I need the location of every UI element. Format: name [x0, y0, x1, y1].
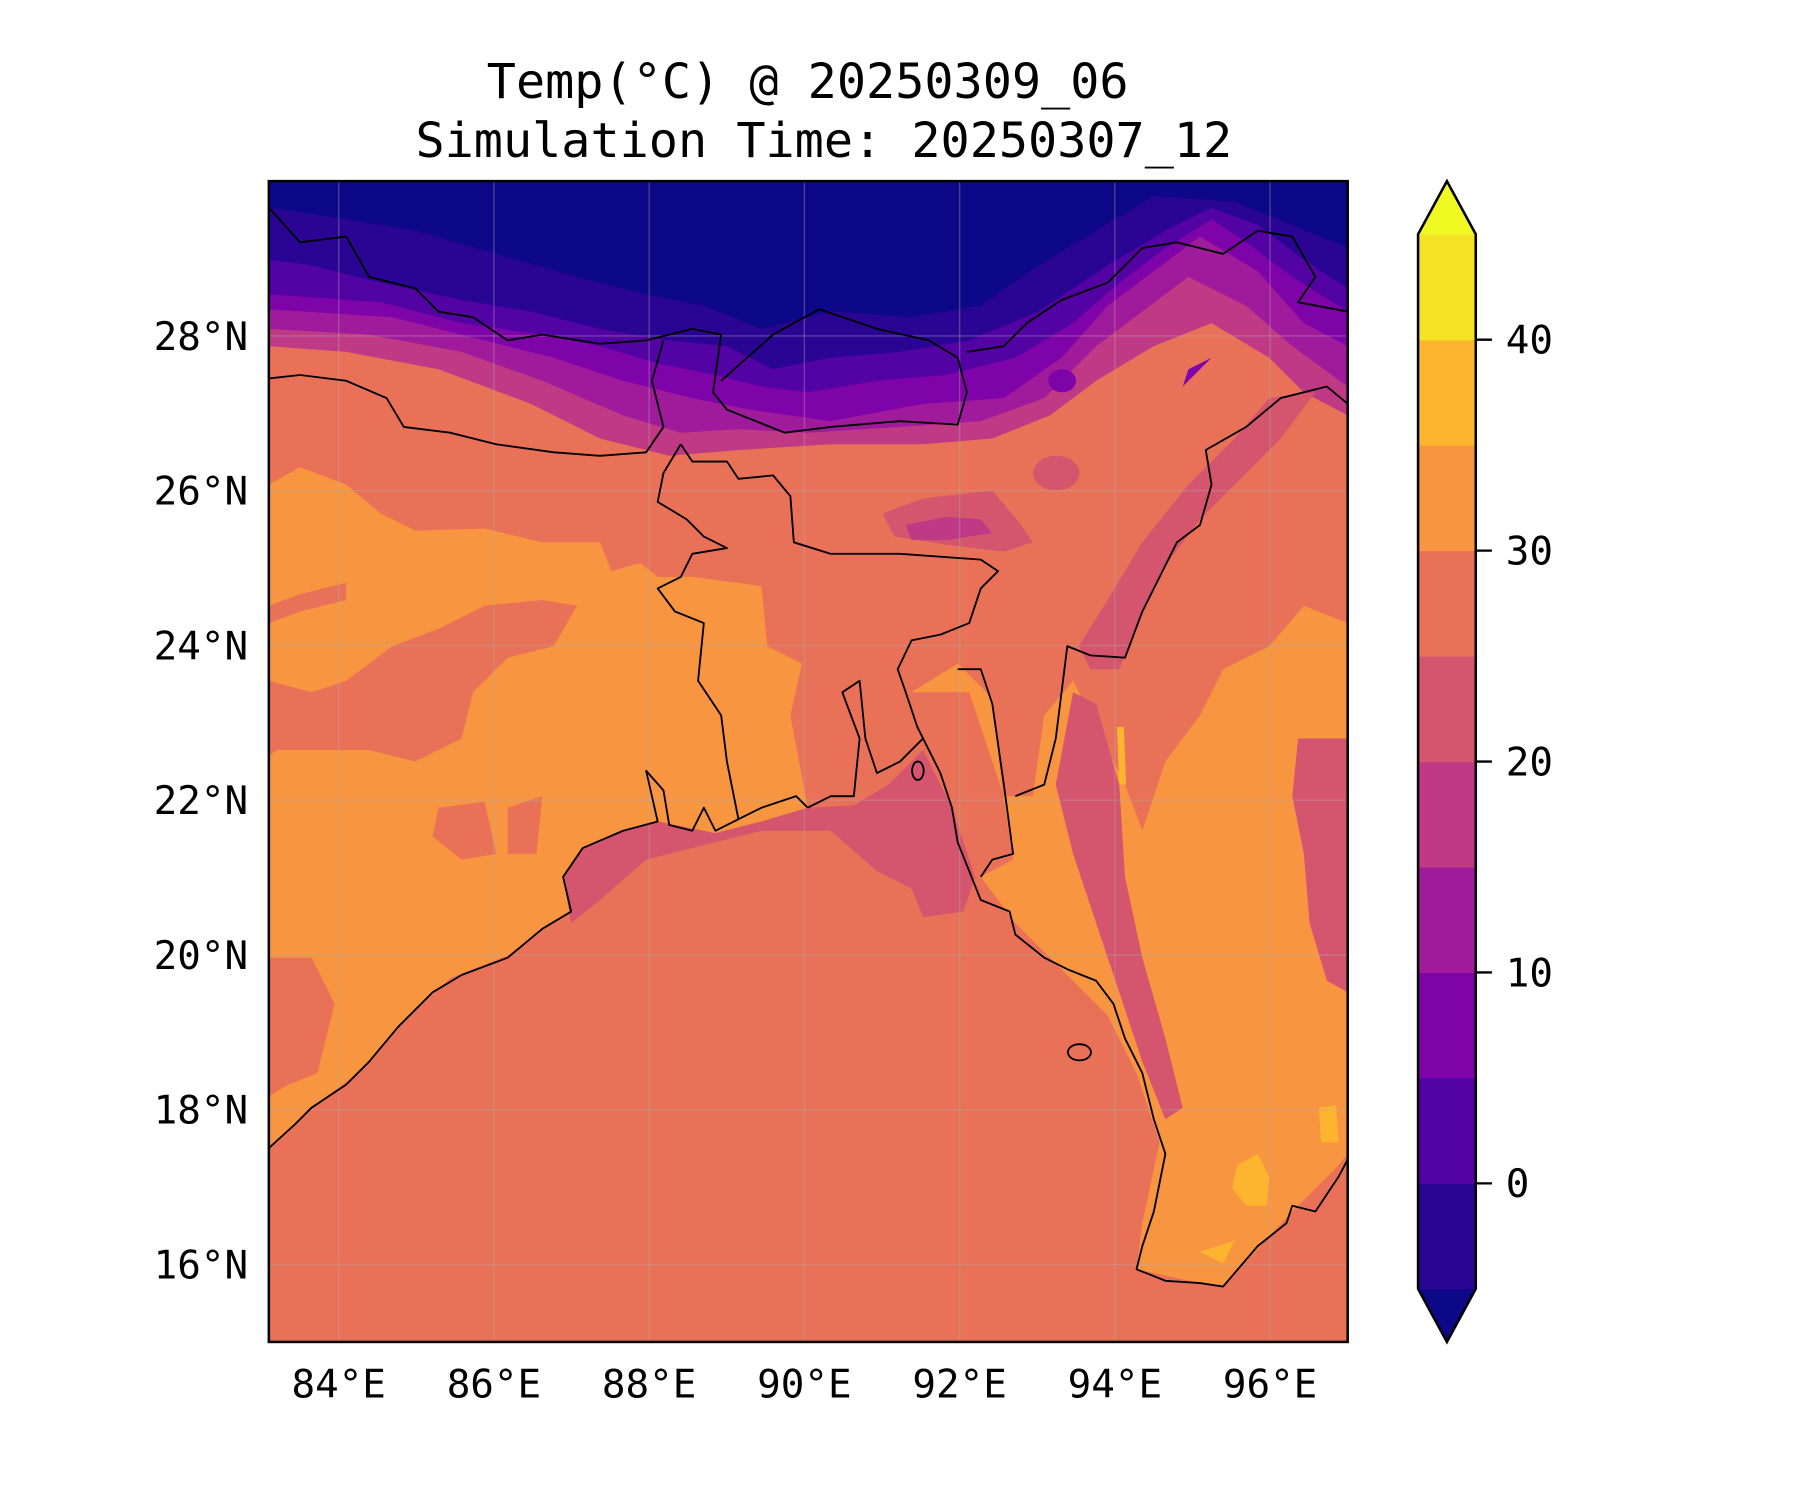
border-bangladesh	[680, 443, 999, 739]
border-bangladesh-west	[656, 443, 740, 820]
colorbar-extend-high	[1418, 181, 1476, 235]
chart-title: Temp(°C) @ 20250309_06	[487, 54, 1129, 110]
island-cheduba	[911, 760, 1092, 1062]
india-warm-band	[268, 600, 577, 762]
head-of-bay-mild	[563, 750, 975, 924]
x-tick-label: 96°E	[1223, 1362, 1317, 1407]
plot-frame	[267, 179, 1349, 1344]
border-india-nepal	[268, 340, 665, 457]
x-tick-label: 86°E	[447, 1362, 541, 1407]
colorbar-band	[1418, 1183, 1476, 1290]
border-bhutan	[712, 308, 968, 434]
x-axis: 84°E 86°E 88°E 90°E 92°E 94°E 96°E	[291, 1362, 1317, 1407]
x-tick-label: 90°E	[757, 1362, 851, 1407]
colorbar-band	[1418, 972, 1476, 1079]
y-axis: 16°N 18°N 20°N 22°N 24°N 26°N 28°N	[154, 315, 248, 1289]
coastline-india	[268, 769, 809, 1149]
y-tick-label: 20°N	[154, 934, 248, 979]
y-tick-label: 16°N	[154, 1243, 248, 1288]
colorbar: 0 10 20 30 40	[1416, 178, 1553, 1345]
colorbar-tick-label: 10	[1506, 951, 1553, 996]
colorbar-tick-label: 20	[1506, 740, 1553, 785]
y-tick-label: 26°N	[154, 470, 248, 515]
y-tick-label: 28°N	[154, 315, 248, 360]
northeast-mild-band	[1078, 392, 1316, 670]
y-tick-label: 24°N	[154, 624, 248, 669]
x-tick-label: 94°E	[1068, 1362, 1162, 1407]
colorbar-outline	[1416, 178, 1478, 1345]
y-tick-label: 22°N	[154, 779, 248, 824]
arakan-mild-band	[1055, 692, 1183, 1120]
colorbar-band	[1418, 867, 1476, 974]
border-myanmar-india	[957, 385, 1348, 878]
colorbar-extend-low	[1418, 1288, 1476, 1342]
colorbar-tick-label: 30	[1506, 529, 1553, 574]
colorbar-band	[1418, 761, 1476, 868]
border-china-northeast	[966, 229, 1348, 353]
chart-subtitle: Simulation Time: 20250307_12	[415, 113, 1232, 169]
assam-cool-patch	[905, 516, 993, 540]
border-nepal	[268, 207, 722, 345]
colorbar-tick-label: 40	[1506, 319, 1553, 364]
colorbar-band	[1418, 445, 1476, 552]
colorbar-band	[1418, 234, 1476, 341]
coastline-bangladesh	[807, 679, 1348, 1288]
y-tick-label: 18°N	[154, 1089, 248, 1134]
colorbar-band	[1418, 1077, 1476, 1184]
colorbar-tick-label: 0	[1506, 1162, 1530, 1207]
x-tick-label: 88°E	[602, 1362, 696, 1407]
x-tick-label: 92°E	[912, 1362, 1006, 1407]
eastern-mild-band	[1292, 738, 1348, 993]
colorbar-band	[1418, 550, 1476, 657]
map-plot-area	[268, 181, 1348, 1342]
gridlines	[268, 181, 1348, 1342]
india-warm-patch	[268, 582, 543, 1097]
colorbar-band	[1418, 656, 1476, 763]
contour-below-minus5	[268, 181, 1348, 329]
colorbar-band	[1418, 339, 1476, 446]
x-tick-label: 84°E	[291, 1362, 385, 1407]
